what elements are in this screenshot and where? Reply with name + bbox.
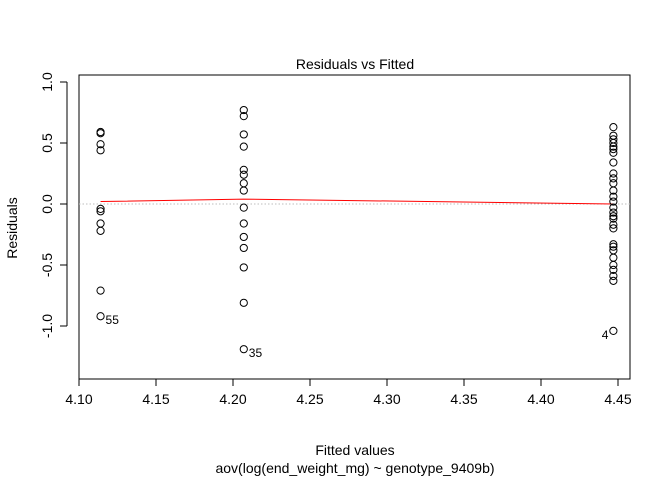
- data-point: [96, 226, 105, 235]
- data-point: [609, 224, 618, 233]
- data-point: [239, 243, 248, 253]
- data-point: [609, 326, 618, 335]
- data-points: [96, 105, 618, 354]
- data-point: [609, 158, 618, 167]
- point-label: 35: [249, 346, 263, 360]
- data-point: [239, 186, 248, 195]
- data-point: [239, 165, 248, 174]
- data-point: [239, 105, 248, 115]
- x-axis: 4.10 4.15 4.20 4.25 4.30 4.35 4.40 4.45: [65, 378, 632, 407]
- x-tick-label: 4.30: [373, 391, 400, 407]
- chart-subtitle: aov(log(end_weight_mg) ~ genotype_9409b): [215, 460, 494, 476]
- data-point: [239, 203, 248, 212]
- data-point: [609, 145, 618, 154]
- x-tick-label: 4.25: [296, 391, 323, 407]
- x-tick-label: 4.10: [65, 391, 92, 407]
- data-point: [609, 123, 618, 132]
- data-point: [609, 260, 618, 270]
- data-point: [239, 345, 248, 354]
- chart-title: Residuals vs Fitted: [296, 56, 414, 72]
- data-point: [96, 129, 105, 138]
- y-axis: -1.0 -0.5 0.0 0.5 1.0: [39, 72, 68, 338]
- data-point: [239, 179, 248, 188]
- data-point: [239, 170, 248, 179]
- data-point: [609, 186, 618, 195]
- data-point: [239, 142, 248, 151]
- x-tick-label: 4.40: [527, 391, 554, 407]
- data-point: [239, 219, 248, 228]
- data-point: [609, 169, 618, 178]
- x-tick-label: 4.35: [450, 391, 477, 407]
- data-point: [609, 265, 618, 274]
- data-point: [239, 298, 248, 307]
- data-point: [609, 212, 618, 221]
- data-point: [96, 140, 105, 149]
- x-tick-label: 4.45: [604, 391, 631, 407]
- data-point: [609, 138, 618, 148]
- data-point: [609, 142, 618, 151]
- smooth-line: [100, 198, 614, 205]
- x-axis-label: Fitted values: [315, 442, 394, 458]
- point-labels: 55 35 4: [106, 313, 609, 360]
- y-axis-label: Residuals: [4, 197, 20, 258]
- data-point: [609, 197, 618, 206]
- data-point: [96, 312, 105, 321]
- data-point: [96, 207, 105, 216]
- data-point: [239, 112, 248, 121]
- data-point: [609, 148, 618, 157]
- point-label: 55: [106, 313, 120, 327]
- data-point: [609, 242, 618, 251]
- data-point: [96, 146, 105, 155]
- data-point: [96, 286, 105, 295]
- reference-lines: [79, 198, 630, 205]
- data-point: [239, 263, 248, 272]
- plot-frame: [78, 74, 631, 380]
- data-point: [609, 203, 618, 212]
- data-point: [609, 192, 618, 201]
- point-label: 4: [602, 328, 609, 342]
- data-point: [609, 240, 618, 249]
- data-point: [609, 208, 618, 217]
- data-point: [609, 271, 618, 281]
- y-tick-label: 0.5: [39, 133, 55, 153]
- y-tick-label: 0.0: [39, 194, 55, 214]
- data-point: [239, 130, 248, 139]
- data-point: [609, 214, 618, 223]
- data-point: [96, 204, 105, 213]
- data-point: [239, 232, 248, 242]
- data-point: [96, 219, 105, 228]
- data-point: [609, 276, 618, 285]
- y-tick-label: 1.0: [39, 72, 55, 92]
- y-tick-label: -1.0: [39, 314, 55, 338]
- data-point: [609, 220, 618, 229]
- x-tick-label: 4.20: [219, 391, 246, 407]
- data-point: [609, 179, 618, 188]
- x-tick-label: 4.15: [142, 391, 169, 407]
- data-point: [609, 253, 618, 262]
- y-tick-label: -0.5: [39, 253, 55, 277]
- data-point: [609, 174, 618, 183]
